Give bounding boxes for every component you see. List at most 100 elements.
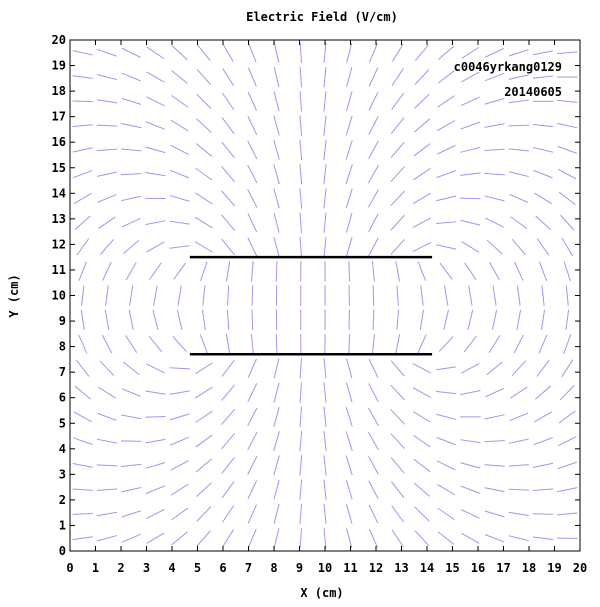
- field-vector: [221, 92, 235, 111]
- field-vector: [420, 285, 424, 306]
- field-vector: [413, 434, 431, 448]
- field-vector: [439, 262, 453, 280]
- field-vector: [247, 91, 257, 111]
- field-vector: [251, 309, 254, 331]
- field-vector: [227, 285, 230, 306]
- field-vector: [104, 309, 110, 330]
- field-vector: [390, 457, 405, 474]
- field-vector: [413, 458, 431, 473]
- field-vector: [299, 358, 302, 379]
- field-vector: [461, 46, 480, 59]
- field-vector: [536, 238, 550, 256]
- field-vector: [558, 168, 577, 180]
- field-vector: [536, 359, 550, 377]
- field-vector: [489, 262, 500, 281]
- field-vector: [145, 416, 166, 418]
- field-vector: [532, 75, 554, 79]
- field-vector: [299, 382, 303, 403]
- field-vector: [485, 387, 505, 398]
- x-tick-label: 20: [573, 561, 587, 575]
- field-vector: [368, 91, 379, 111]
- field-vector: [485, 47, 505, 58]
- field-vector: [486, 361, 503, 376]
- field-vector: [390, 190, 406, 207]
- field-vector: [248, 43, 257, 63]
- field-vector: [221, 359, 235, 377]
- field-vector: [221, 481, 235, 499]
- field-vector: [437, 120, 456, 132]
- field-vector: [299, 188, 303, 209]
- field-vector: [273, 382, 280, 403]
- field-vector: [412, 411, 431, 423]
- field-vector: [372, 285, 375, 306]
- field-vector: [509, 193, 529, 203]
- field-vector: [247, 67, 257, 87]
- field-vector: [488, 335, 501, 353]
- field-vector: [419, 309, 424, 330]
- field-vector: [368, 43, 378, 63]
- field-vector: [368, 383, 379, 402]
- field-vector: [146, 96, 165, 107]
- field-vector: [557, 512, 578, 516]
- field-vector: [460, 96, 480, 107]
- field-vector: [323, 528, 327, 549]
- field-vector: [195, 410, 213, 423]
- y-tick-label: 16: [52, 135, 66, 149]
- field-vector: [323, 91, 327, 112]
- field-vector: [195, 434, 213, 448]
- field-vector: [121, 486, 142, 493]
- field-vector: [508, 535, 529, 542]
- field-vector: [561, 359, 574, 378]
- field-vector: [196, 506, 212, 522]
- field-vector: [367, 407, 379, 427]
- field-vector: [72, 75, 93, 79]
- field-vector: [436, 437, 456, 446]
- field-vector: [121, 414, 142, 420]
- field-vector: [511, 238, 526, 256]
- field-vector: [170, 483, 189, 496]
- field-vector: [372, 309, 375, 331]
- field-vector: [346, 42, 353, 63]
- field-vector: [146, 46, 165, 59]
- x-tick-label: 9: [296, 561, 303, 575]
- field-vector: [414, 93, 430, 109]
- x-tick-label: 0: [66, 561, 73, 575]
- field-vector: [390, 166, 405, 183]
- field-vector: [273, 479, 280, 500]
- field-vector: [412, 217, 432, 228]
- field-vector: [532, 147, 554, 153]
- field-vector: [323, 212, 327, 233]
- field-vector: [436, 244, 457, 250]
- field-vector: [436, 170, 456, 179]
- field-vector: [121, 97, 142, 105]
- field-vector: [436, 413, 457, 420]
- field-vector: [323, 503, 327, 525]
- field-vector: [177, 285, 182, 306]
- y-tick-label: 15: [52, 161, 66, 175]
- field-vector: [435, 366, 457, 371]
- field-vector: [435, 221, 457, 225]
- field-vector: [557, 436, 577, 447]
- field-vector: [221, 384, 236, 401]
- field-vector: [461, 241, 480, 253]
- field-vector: [247, 504, 257, 524]
- field-vector: [390, 481, 405, 499]
- field-vector: [273, 91, 280, 112]
- field-vector: [532, 462, 554, 469]
- field-vector: [508, 464, 530, 467]
- x-tick-label: 14: [420, 561, 434, 575]
- field-vector: [273, 66, 280, 88]
- field-vector: [247, 407, 258, 427]
- field-vector: [443, 285, 449, 306]
- field-vector: [121, 510, 142, 518]
- field-vector: [508, 171, 529, 178]
- field-vector: [96, 511, 118, 517]
- field-vector: [532, 50, 554, 56]
- field-vector: [557, 122, 578, 129]
- field-vector: [565, 285, 569, 306]
- field-vector: [76, 238, 90, 256]
- field-vector: [195, 143, 213, 157]
- field-vector: [492, 309, 498, 330]
- field-vector: [97, 194, 117, 203]
- field-vector: [201, 309, 206, 330]
